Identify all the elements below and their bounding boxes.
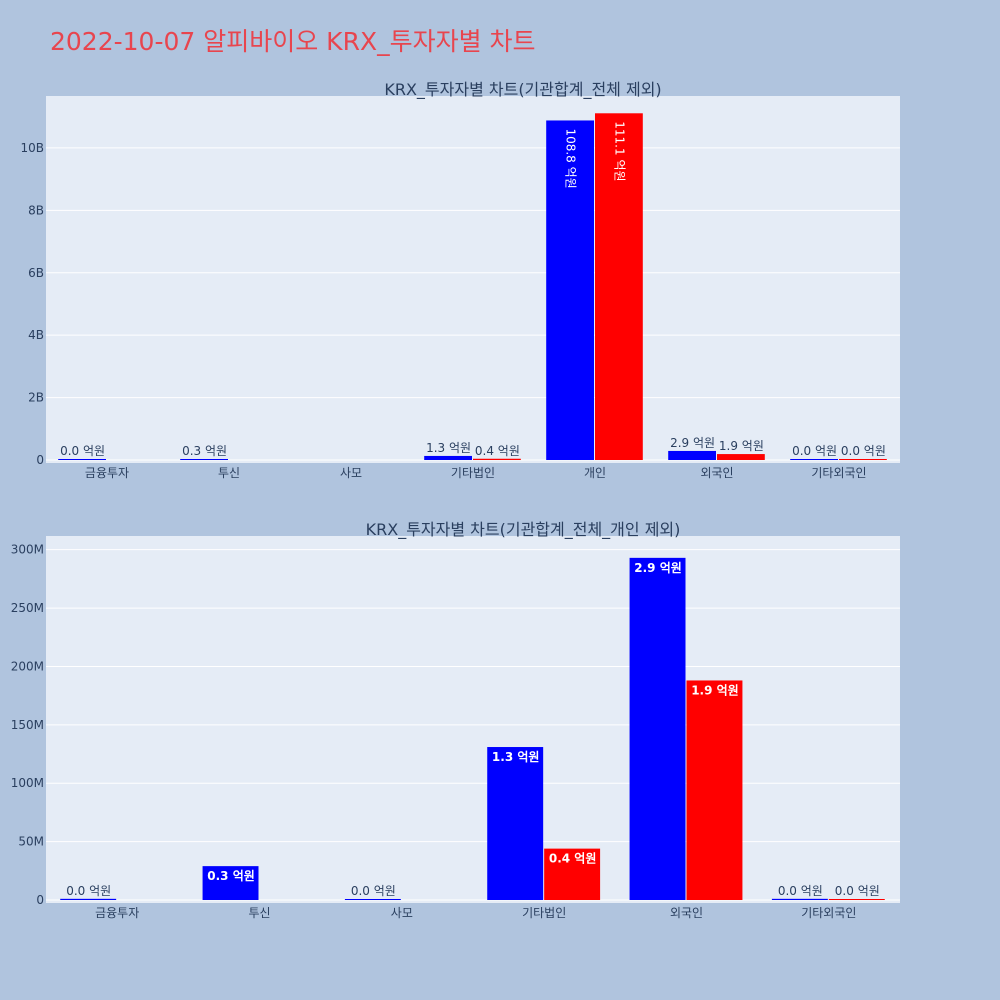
page-title: 2022-10-07 알피바이오 KRX_투자자별 차트 [50,27,536,56]
chart1-data-label: 1.3 억원 [426,441,471,455]
chart1-y-tick-label: 8B [28,203,44,217]
chart1-data-label: 111.1 억원 [612,121,626,181]
chart1-plot-area [46,96,900,463]
chart1-x-tick-label: 금융투자 [85,466,129,480]
chart1-x-tick-label: 외국인 [700,466,733,480]
chart1-data-label: 0.0 억원 [841,444,886,458]
chart1-x-tick-label: 사모 [340,466,362,480]
chart2-x-tick-label: 기타법인 [522,906,566,920]
chart1-bar [717,454,765,460]
chart1-bar [180,459,228,460]
chart2-bar [686,680,743,900]
chart1-x-tick-label: 투신 [218,466,240,480]
chart1-x-tick-label: 기타외국인 [811,466,866,480]
chart1-data-label: 0.4 억원 [475,444,520,458]
chart2-bar [544,848,601,900]
chart1-bar [839,459,887,460]
chart2-data-label: 1.3 억원 [492,750,540,764]
chart2-bar [60,898,117,900]
chart2-y-tick-label: 100M [11,776,44,790]
chart2-y-tick-label: 200M [11,659,44,673]
chart1-data-label: 108.8 억원 [564,128,578,188]
chart1-y-tick-label: 4B [28,328,44,342]
chart1-bar [595,113,643,460]
chart2-x-tick-label: 사모 [391,906,413,920]
chart1-x-tick-label: 기타법인 [451,466,495,480]
chart2-data-label: 0.0 억원 [835,884,880,898]
chart2-x-tick-label: 금융투자 [95,906,139,920]
chart2-data-label: 2.9 억원 [634,561,682,575]
chart1-y-tick-label: 0 [36,453,44,467]
chart2-title: KRX_투자자별 차트(기관합계_전체_개인 제외) [366,520,681,540]
chart1-data-label: 0.0 억원 [60,444,105,458]
chart2-x-tick-label: 투신 [248,906,270,920]
chart2-plot-area [46,536,900,903]
chart2-bar [487,747,544,900]
chart2-x-tick-label: 외국인 [670,906,703,920]
chart2-x-tick-label: 기타외국인 [801,906,856,920]
chart2-data-label: 0.0 억원 [778,884,823,898]
chart1-data-label: 0.3 억원 [182,444,227,458]
chart2-data-label: 0.0 억원 [351,884,396,898]
chart1-bar [424,455,472,460]
chart2-y-tick-label: 250M [11,601,44,615]
chart1-bar [473,458,521,460]
chart1-y-tick-label: 2B [28,391,44,405]
chart2-data-label: 1.9 억원 [691,683,739,697]
chart2-bar [771,898,828,900]
chart2-bar [202,866,259,900]
chart2-y-tick-label: 150M [11,718,44,732]
chart2-bar [828,899,885,900]
chart1-bar [58,459,106,460]
chart2-data-label: 0.0 억원 [66,884,111,898]
chart2-bar [344,899,401,900]
chart1-y-tick-label: 10B [20,141,44,155]
chart2-y-tick-label: 300M [11,543,44,557]
chart1-data-label: 2.9 억원 [670,436,715,450]
chart1-y-tick-label: 6B [28,266,44,280]
chart1-bar [546,120,594,460]
chart2-y-tick-label: 50M [18,835,44,849]
chart1-bar [668,450,716,460]
chart1-data-label: 0.0 억원 [792,444,837,458]
chart1-x-tick-label: 개인 [584,466,606,480]
chart2-data-label: 0.4 억원 [549,852,597,866]
chart2-bar [629,557,686,900]
chart2-data-label: 0.3 억원 [207,869,255,883]
chart1-title: KRX_투자자별 차트(기관합계_전체 제외) [384,80,661,100]
chart2-y-tick-label: 0 [36,893,44,907]
chart1-data-label: 1.9 억원 [719,439,764,453]
chart1-bar [790,459,838,460]
